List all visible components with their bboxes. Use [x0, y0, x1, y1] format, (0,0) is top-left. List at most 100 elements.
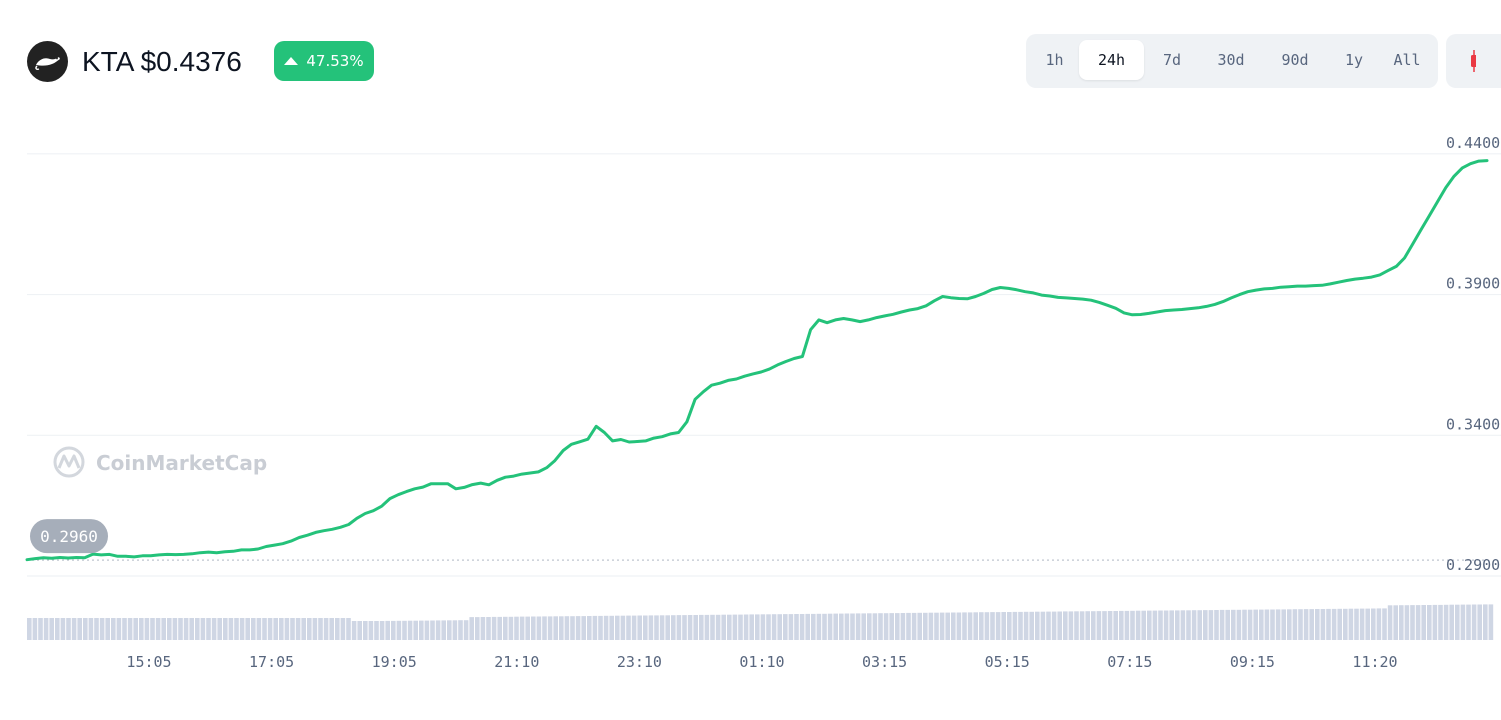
volume-bar [1337, 608, 1342, 640]
volume-bar [312, 618, 318, 640]
volume-bar [603, 615, 609, 640]
volume-bar [990, 612, 995, 640]
volume-bar [575, 616, 581, 640]
volume-bar [984, 612, 990, 640]
tab-all[interactable]: All [1393, 51, 1421, 69]
volume-bar [335, 618, 340, 640]
volume-bar [1175, 610, 1180, 640]
volume-bar [1001, 612, 1006, 640]
tab-1y[interactable]: 1y [1344, 51, 1364, 69]
volume-bar [1315, 609, 1320, 640]
x-tick-label: 05:15 [985, 653, 1030, 671]
volume-bar [1214, 610, 1219, 640]
volume-bar [88, 618, 94, 640]
volume-bar [1023, 611, 1029, 640]
volume-bar [1242, 609, 1247, 640]
volume-bar [1376, 608, 1382, 640]
volume-bar [329, 618, 334, 640]
volume-bar [363, 621, 368, 640]
x-tick-label: 21:10 [494, 653, 539, 671]
volume-bar [452, 620, 458, 640]
volume-bar [167, 618, 172, 640]
volume-bar [441, 620, 446, 640]
volume-bar [620, 615, 626, 640]
volume-bar [234, 618, 239, 640]
volume-bar [99, 618, 105, 640]
volume-bar [1051, 611, 1057, 640]
volume-bar [1107, 611, 1113, 640]
tab-1h[interactable]: 1h [1045, 51, 1064, 69]
volume-bar [1203, 610, 1208, 640]
volume-bar [486, 617, 491, 640]
volume-bar [643, 615, 648, 640]
volume-bar [928, 612, 934, 640]
volume-bar [55, 618, 60, 640]
volume-bar [38, 618, 43, 640]
volume-bar [447, 620, 452, 640]
volume-bar [570, 616, 575, 640]
volume-bar [217, 618, 222, 640]
volume-bar [906, 612, 911, 640]
volume-bar [1421, 605, 1426, 640]
volume-bar [1287, 609, 1292, 640]
tab-30d[interactable]: 30d [1217, 51, 1245, 69]
volume-bar [934, 612, 939, 640]
volume-bar [49, 618, 54, 640]
volume-bar [1275, 609, 1281, 640]
volume-bar [150, 618, 155, 640]
volume-bar [553, 616, 558, 640]
volume-bar [279, 618, 284, 640]
volume-bar [1264, 609, 1270, 640]
volume-bar [973, 612, 978, 640]
volume-bar [732, 614, 738, 640]
tab-24h[interactable]: 24h [1079, 40, 1144, 80]
volume-bar [1365, 608, 1370, 640]
volume-bar [1438, 604, 1443, 640]
volume-bar [962, 612, 967, 640]
tab-7d[interactable]: 7d [1162, 51, 1182, 69]
volume-bar [323, 618, 329, 640]
volume-bar [760, 614, 766, 640]
volume-bar [1152, 610, 1158, 640]
volume-bar [1281, 609, 1286, 640]
volume-bar [559, 616, 564, 640]
volume-bar [374, 621, 379, 640]
volume-bar [116, 618, 122, 640]
volume-bar [615, 615, 620, 640]
volume-bar [307, 618, 312, 640]
x-tick-label: 23:10 [617, 653, 662, 671]
volume-bar [385, 620, 390, 640]
volume-bar [648, 615, 654, 640]
volume-bar [463, 620, 469, 640]
volume-bar [105, 618, 110, 640]
volume-bar [1096, 611, 1102, 640]
volume-bar [923, 612, 928, 640]
volume-bar [833, 613, 838, 640]
volume-bar [1219, 609, 1225, 640]
volume-bar [155, 618, 161, 640]
volume-bar [519, 616, 525, 640]
volume-bar [172, 618, 178, 640]
open-price-label: 0.2960 [40, 527, 98, 546]
chart-type-toggle[interactable] [1446, 34, 1501, 88]
volume-bar [508, 616, 514, 640]
volume-bar [1343, 608, 1348, 640]
volume-bar [1443, 604, 1449, 640]
open-price-pill: 0.2960 [30, 519, 108, 554]
volume-bar [721, 614, 726, 640]
volume-bar [1029, 611, 1034, 640]
volume-bar [900, 613, 906, 640]
volume-bar [1393, 605, 1398, 640]
volume-bar [592, 615, 598, 640]
volume-bar [1387, 605, 1393, 640]
tab-90d[interactable]: 90d [1281, 51, 1309, 69]
price-chart[interactable]: CoinMarketCap 0.2960 0.4400 0.3900 0.3400 0… [0, 110, 1501, 720]
volume-bar [32, 618, 38, 640]
volume-bar [788, 614, 794, 640]
x-tick-label: 19:05 [372, 653, 417, 671]
volume-bar [43, 618, 49, 640]
volume-bar [357, 621, 362, 640]
ferret-logo-icon [27, 41, 68, 82]
volume-bar [850, 613, 855, 640]
volume-bar [564, 616, 570, 640]
